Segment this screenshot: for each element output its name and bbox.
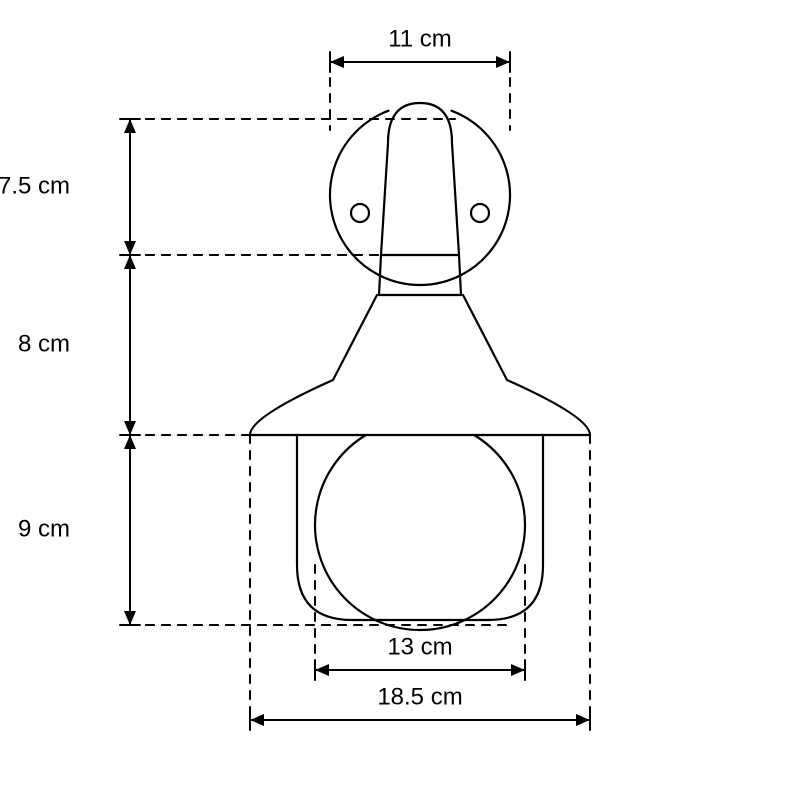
dim-label-total-width: 18.5 cm — [377, 683, 462, 710]
dim-label-bulb-width: 13 cm — [387, 633, 452, 660]
dim-label-upper: 7.5 cm — [0, 172, 70, 199]
dim-label-lower: 9 cm — [18, 515, 70, 542]
dim-label-top-width: 11 cm — [388, 25, 452, 52]
dim-label-mid: 8 cm — [18, 330, 70, 357]
